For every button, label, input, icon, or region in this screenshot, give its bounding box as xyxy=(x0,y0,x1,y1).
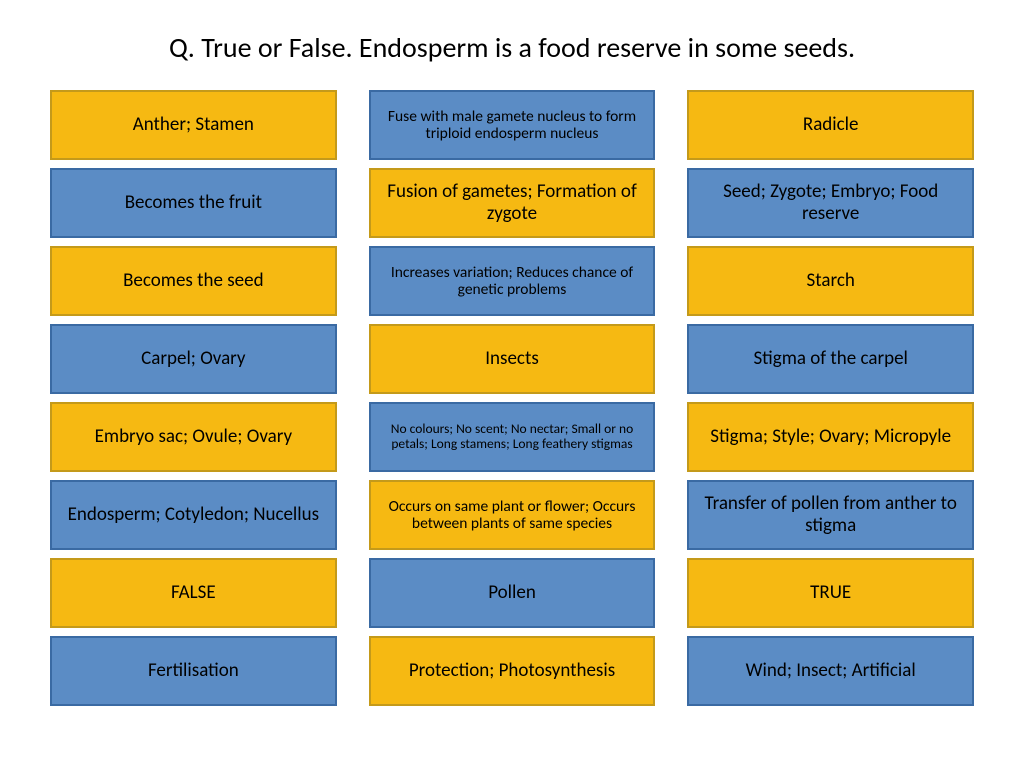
answer-card[interactable]: Embryo sac; Ovule; Ovary xyxy=(50,402,337,472)
answer-card[interactable]: Wind; Insect; Artificial xyxy=(687,636,974,706)
answer-card[interactable]: Fusion of gametes; Formation of zygote xyxy=(369,168,656,238)
answer-card[interactable]: Becomes the fruit xyxy=(50,168,337,238)
answer-card[interactable]: Stigma of the carpel xyxy=(687,324,974,394)
answer-card[interactable]: Starch xyxy=(687,246,974,316)
answer-card[interactable]: Seed; Zygote; Embryo; Food reserve xyxy=(687,168,974,238)
answer-card[interactable]: Increases variation; Reduces chance of g… xyxy=(369,246,656,316)
question-title: Q. True or False. Endosperm is a food re… xyxy=(0,0,1024,90)
answer-card[interactable]: Fertilisation xyxy=(50,636,337,706)
answer-card[interactable]: Endosperm; Cotyledon; Nucellus xyxy=(50,480,337,550)
answer-card[interactable]: Becomes the seed xyxy=(50,246,337,316)
answer-card[interactable]: TRUE xyxy=(687,558,974,628)
answer-card[interactable]: Transfer of pollen from anther to stigma xyxy=(687,480,974,550)
answer-column: Fuse with male gamete nucleus to form tr… xyxy=(369,90,656,706)
answer-card[interactable]: FALSE xyxy=(50,558,337,628)
answer-column: Radicle Seed; Zygote; Embryo; Food reserv… xyxy=(687,90,974,706)
answer-card[interactable]: No colours; No scent; No nectar; Small o… xyxy=(369,402,656,472)
answer-card[interactable]: Stigma; Style; Ovary; Micropyle xyxy=(687,402,974,472)
answer-card[interactable]: Anther; Stamen xyxy=(50,90,337,160)
answer-grid: Anther; Stamen Becomes the fruit Becomes t… xyxy=(0,90,1024,706)
answer-card[interactable]: Protection; Photosynthesis xyxy=(369,636,656,706)
answer-card[interactable]: Pollen xyxy=(369,558,656,628)
answer-card[interactable]: Radicle xyxy=(687,90,974,160)
answer-column: Anther; Stamen Becomes the fruit Becomes t… xyxy=(50,90,337,706)
answer-card[interactable]: Occurs on same plant or flower; Occurs b… xyxy=(369,480,656,550)
answer-card[interactable]: Fuse with male gamete nucleus to form tr… xyxy=(369,90,656,160)
answer-card[interactable]: Insects xyxy=(369,324,656,394)
answer-card[interactable]: Carpel; Ovary xyxy=(50,324,337,394)
